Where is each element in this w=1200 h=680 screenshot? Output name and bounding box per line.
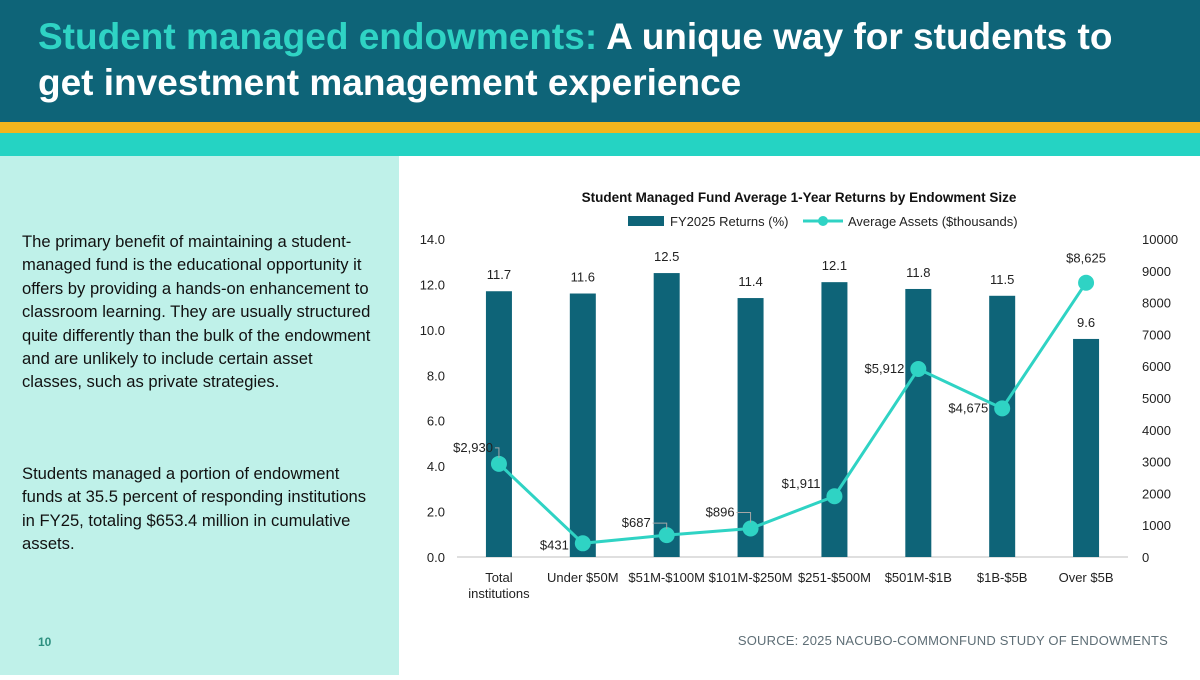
x-axis-tick-label: $51M-$100M [628,570,705,585]
x-axis-tick-line: Over $5B [1059,570,1114,585]
assets-point-label: $2,930 [453,440,493,455]
assets-label-leader [494,447,500,458]
x-axis-tick-line: Total [485,570,513,585]
chart-axes: 0.0 2.0 4.0 6.0 8.0 10.0 12.0 14.0 0 1000 2000 3000… [420,232,1178,601]
assets-label-leader [652,522,668,530]
assets-point-label: $8,625 [1066,251,1106,266]
assets-point-label: $687 [622,515,651,530]
x-axis-tick-line: $251-$500M [798,570,871,585]
x-axis-tick-line: $501M-$1B [885,570,952,585]
body-paragraph-2: Students managed a portion of endowment … [22,464,367,554]
x-axis-tick-line: $101M-$250M [709,570,793,585]
assets-point [826,488,843,505]
bar-series: 11.7 11.6 12.5 11.4 12.1 11.8 11.5 9.6 [485,249,1100,557]
right-axis-tick-label: 3000 [1142,455,1171,470]
assets-label-leader [736,512,752,523]
returns-bar-label: 9.6 [1077,315,1095,330]
legend-bar-label: FY2025 Returns (%) [670,214,789,229]
assets-point-label: $431 [540,537,569,552]
left-axis-tick-label: 2.0 [427,505,445,520]
assets-point [574,535,591,552]
assets-line [497,281,1088,545]
returns-bar-label: 11.5 [990,272,1014,287]
teal-divider [0,133,1200,156]
returns-bar-label: 11.6 [571,270,595,285]
returns-bar [821,282,848,557]
title-accent: Student managed endowments: [38,16,598,57]
assets-point-label: $896 [706,505,735,520]
chart-panel: Student Managed Fund Average 1-Year Retu… [399,156,1200,675]
assets-point [1078,274,1095,291]
assets-point [994,400,1011,417]
returns-chart: Student Managed Fund Average 1-Year Retu… [420,190,1178,601]
legend-bar-swatch [628,216,664,226]
returns-bar [989,295,1016,557]
assets-point [742,520,759,537]
returns-bar [485,291,512,557]
x-axis-tick-label: $251-$500M [798,570,871,585]
right-axis-tick-label: 0 [1142,550,1149,565]
text-panel: The primary benefit of maintaining a stu… [0,156,399,675]
right-axis-tick-label: 5000 [1142,391,1171,406]
right-axis-tick-label: 7000 [1142,327,1171,342]
legend-line-label: Average Assets ($thousands) [848,214,1018,229]
x-axis-tick-label: Total institutions [468,570,530,601]
assets-point [658,527,675,544]
x-axis-tick-label: Under $50M [547,570,619,585]
right-axis-tick-label: 4000 [1142,423,1171,438]
x-axis-tick-line: Under $50M [547,570,619,585]
right-axis-tick-label: 6000 [1142,359,1171,374]
returns-bar [1073,338,1100,557]
x-axis-tick-label: $1B-$5B [977,570,1028,585]
x-axis-tick-line: institutions [468,586,530,601]
right-axis-tick-label: 1000 [1142,518,1171,533]
header-banner: Student managed endowments: A unique way… [0,0,1200,122]
chart-legend: FY2025 Returns (%) Average Assets ($thous… [628,214,1018,229]
right-axis-tick-label: 8000 [1142,296,1171,311]
left-axis-tick-label: 12.0 [420,277,445,292]
chart-title: Student Managed Fund Average 1-Year Retu… [582,190,1017,205]
returns-bar-label: 11.7 [487,267,511,282]
legend-line-marker [818,216,828,226]
yellow-divider [0,122,1200,133]
left-axis-tick-label: 8.0 [427,368,445,383]
page-number: 10 [38,635,52,649]
returns-bar-label: 12.5 [654,249,679,264]
page-title: Student managed endowments: A unique way… [38,14,1178,106]
left-axis-tick-label: 10.0 [420,323,445,338]
x-axis-tick-label: Over $5B [1059,570,1114,585]
right-axis-tick-label: 2000 [1142,486,1171,501]
returns-bar-label: 11.8 [906,265,930,280]
x-axis-tick-label: $501M-$1B [885,570,952,585]
returns-bar [569,293,596,557]
x-axis-tick-line: $1B-$5B [977,570,1028,585]
right-axis-tick-label: 9000 [1142,264,1171,279]
x-axis-tick-line: $51M-$100M [628,570,705,585]
left-axis-tick-label: 6.0 [427,414,445,429]
assets-point-label: $1,911 [782,476,821,491]
left-axis-tick-label: 0.0 [427,550,445,565]
returns-bar-label: 12.1 [822,258,847,273]
body-paragraph-1: The primary benefit of maintaining a stu… [22,232,371,392]
title-rest: A unique way for students to get investm… [38,16,1113,103]
assets-point [910,360,927,377]
assets-point-label: $4,675 [948,400,988,415]
x-axis-tick-label: $101M-$250M [709,570,793,585]
left-axis-tick-label: 4.0 [427,459,445,474]
assets-point [490,455,507,472]
source-note: SOURCE: 2025 NACUBO-COMMONFUND STUDY OF … [737,633,1168,648]
returns-bar-label: 11.4 [738,274,762,289]
returns-bar [905,288,932,557]
right-axis-tick-label: 10000 [1142,232,1178,247]
line-series: $2,930 $431 $687 $896 $1,911 $5,912 $4,675 $8,6… [453,251,1106,553]
left-axis-tick-label: 14.0 [420,232,445,247]
returns-bar [653,273,680,557]
assets-point-label: $5,912 [865,361,905,376]
